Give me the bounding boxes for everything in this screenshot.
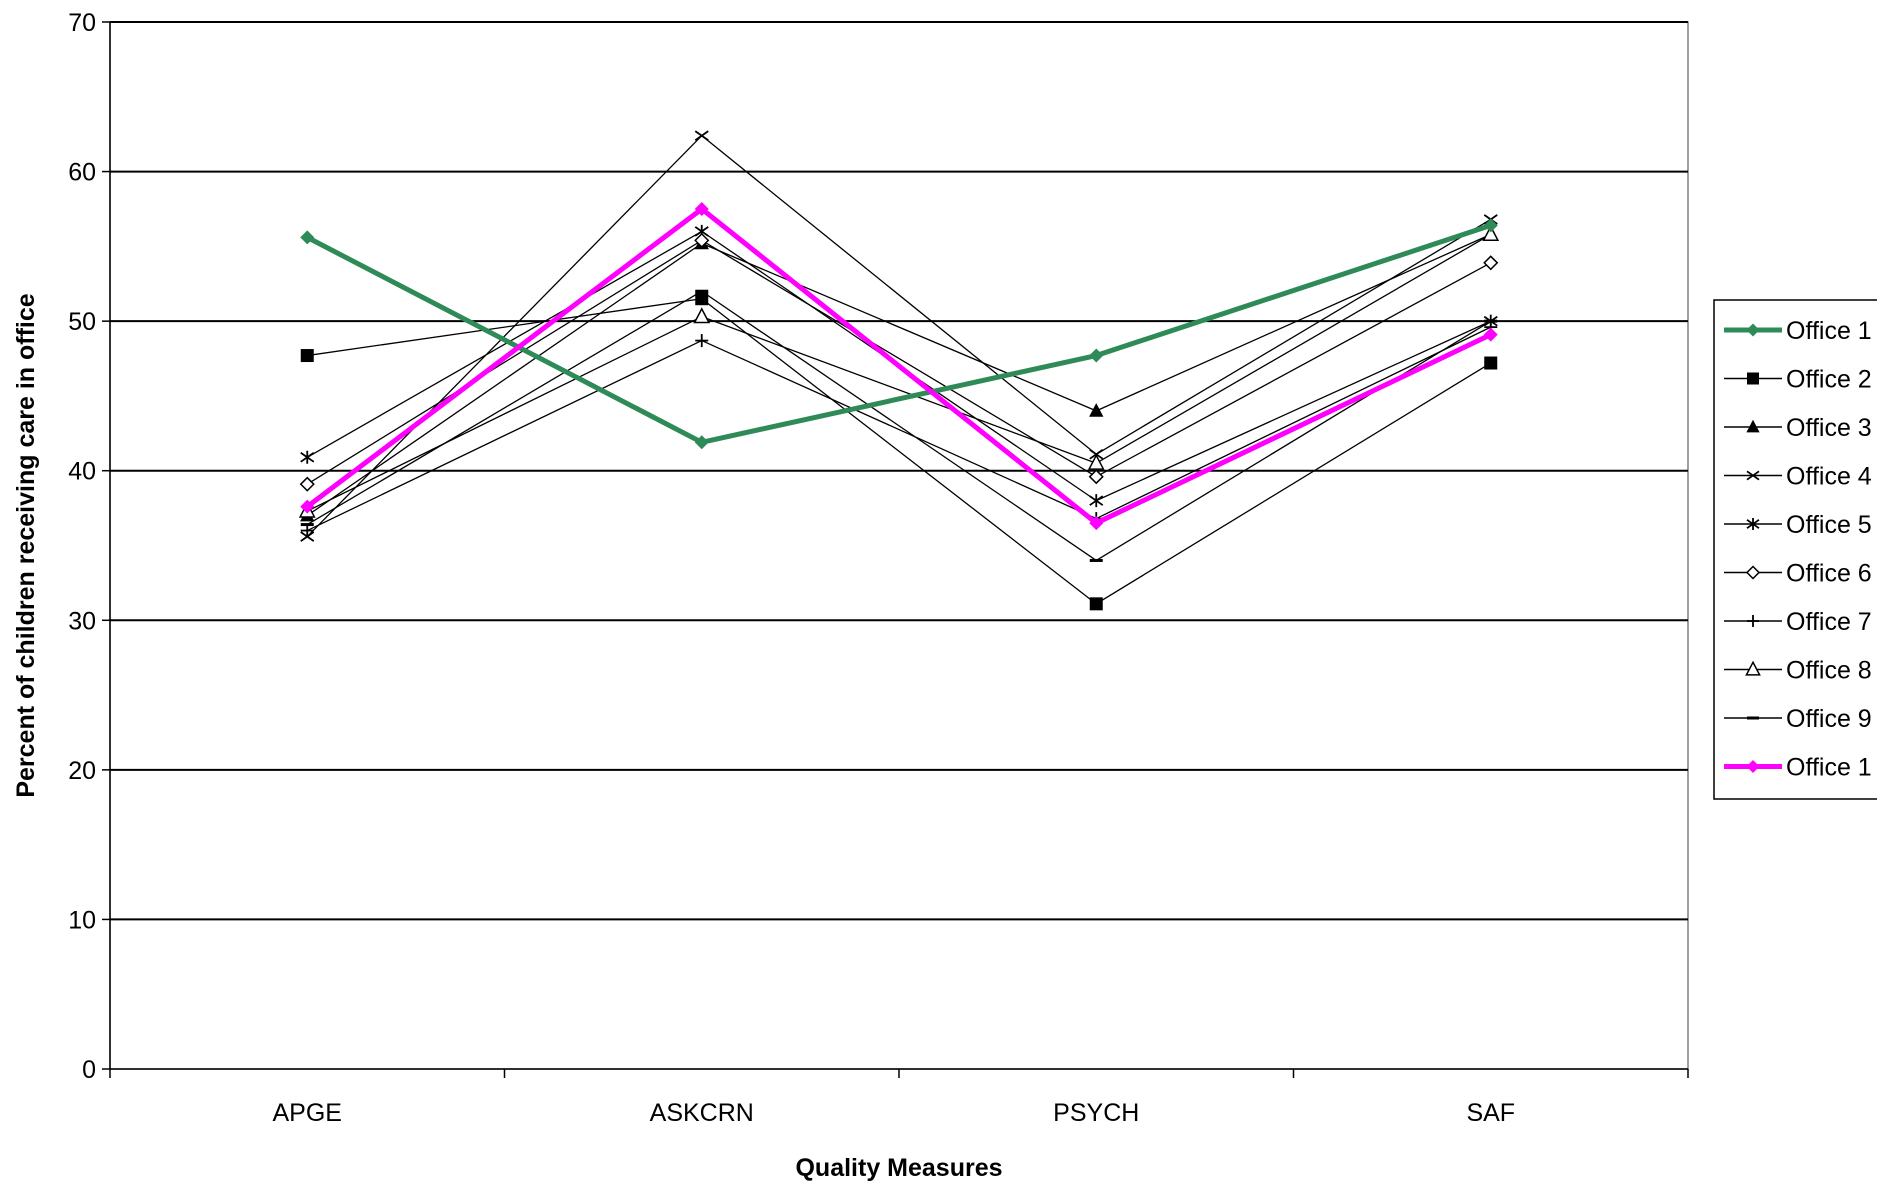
data-point	[1484, 356, 1498, 370]
legend-entry: Office 6	[1724, 560, 1872, 588]
series-6	[299, 232, 1499, 492]
data-point	[1483, 255, 1499, 271]
y-tick-label: 30	[68, 607, 96, 635]
data-point	[693, 307, 711, 324]
data-point	[1089, 597, 1103, 611]
data-point	[1089, 494, 1104, 508]
data-point	[694, 435, 709, 450]
data-point	[300, 349, 314, 363]
legend-box	[1713, 299, 1877, 800]
data-point	[300, 230, 315, 245]
data-point	[1483, 218, 1498, 233]
y-tick-label: 60	[68, 159, 96, 187]
legend-entry: Office 8	[1724, 657, 1872, 685]
legend-label: Office 6	[1786, 560, 1872, 588]
y-tick-label: 0	[82, 1056, 96, 1084]
data-point	[300, 524, 314, 538]
legend-swatch-marker	[1746, 470, 1760, 481]
data-point	[1089, 348, 1104, 363]
y-tick-label: 20	[68, 757, 96, 785]
legend-swatch-marker	[1747, 615, 1759, 627]
legend-label: Office 7	[1786, 608, 1872, 636]
legend-entry: Office 5	[1724, 511, 1872, 539]
data-point	[300, 499, 315, 514]
axis-labels: 0 10 20 30 40 50 60 70 APGE ASKCRN PSYCH SAF Quality…	[12, 9, 1515, 1182]
legend: Office 1 Office 2 Office 3 Office 4 Office 5…	[1713, 299, 1877, 800]
legend-label: Office 5	[1786, 511, 1872, 539]
legend-entry: Office 9	[1724, 705, 1872, 733]
legend-label: Office 3	[1786, 414, 1872, 442]
legend-entry: Office 1	[1724, 317, 1872, 345]
series-2	[300, 292, 1498, 611]
data-point	[1089, 403, 1104, 417]
x-tick-label: PSYCH	[1053, 1099, 1139, 1127]
plot-area-border	[109, 21, 1689, 1070]
series-line	[306, 223, 1492, 445]
series-line	[306, 233, 1492, 517]
y-tick-label: 70	[68, 9, 96, 37]
legend-label: Office 4	[1786, 463, 1872, 491]
data-point	[299, 476, 315, 492]
y-axis-title: Percent of children receiving care in of…	[12, 293, 40, 797]
axes	[102, 21, 1689, 1078]
legend-entry: Office 1	[1724, 754, 1872, 782]
data-point	[695, 334, 709, 348]
x-axis-title: Quality Measures	[795, 1154, 1002, 1182]
series-9	[300, 289, 1498, 562]
series-line	[306, 326, 1492, 532]
series-8	[298, 224, 1500, 518]
legend-label: Office 8	[1786, 657, 1872, 685]
data-point	[1088, 469, 1104, 485]
data-point	[695, 292, 709, 306]
series-line	[306, 233, 1492, 512]
data-point	[1482, 224, 1500, 241]
data-point	[1483, 327, 1498, 342]
plot-area	[109, 21, 1689, 1070]
legend-swatch-marker	[1746, 419, 1760, 433]
x-tick-label: ASKCRN	[650, 1099, 754, 1127]
legend-swatch-marker	[1747, 372, 1759, 385]
data-point	[694, 201, 709, 216]
legend-label: Office 1	[1786, 754, 1872, 782]
series-10	[300, 201, 1498, 531]
legend-entry: Office 4	[1724, 463, 1872, 491]
x-tick-label: SAF	[1466, 1099, 1515, 1127]
series-line	[305, 206, 1492, 526]
series-line	[306, 239, 1492, 485]
series-group	[298, 130, 1500, 611]
series-line	[307, 298, 1492, 605]
legend-swatch-marker	[1746, 518, 1760, 530]
legend-swatch-marker	[1746, 323, 1760, 337]
legend-entry: Office 3	[1724, 414, 1872, 442]
data-point	[694, 232, 710, 248]
y-tick-label: 10	[68, 906, 96, 934]
series-1	[300, 218, 1498, 450]
series-line	[306, 290, 1492, 562]
legend-label: Office 9	[1786, 705, 1872, 733]
legend-swatch-marker	[1746, 760, 1760, 773]
series-line	[306, 135, 1492, 537]
data-point	[300, 450, 315, 464]
y-tick-label: 40	[68, 458, 96, 486]
legend-swatch-marker	[1745, 660, 1761, 676]
legend-entry: Office 7	[1724, 608, 1872, 636]
legend-swatch-marker	[1745, 565, 1761, 580]
y-tick-label: 50	[68, 308, 96, 336]
data-point	[694, 130, 709, 141]
data-point	[1089, 516, 1104, 531]
legend-entry: Office 2	[1724, 366, 1872, 394]
x-tick-label: APGE	[273, 1099, 342, 1127]
data-point	[1087, 453, 1105, 470]
legend-label: Office 1	[1786, 317, 1872, 345]
legend-label: Office 2	[1786, 366, 1872, 394]
